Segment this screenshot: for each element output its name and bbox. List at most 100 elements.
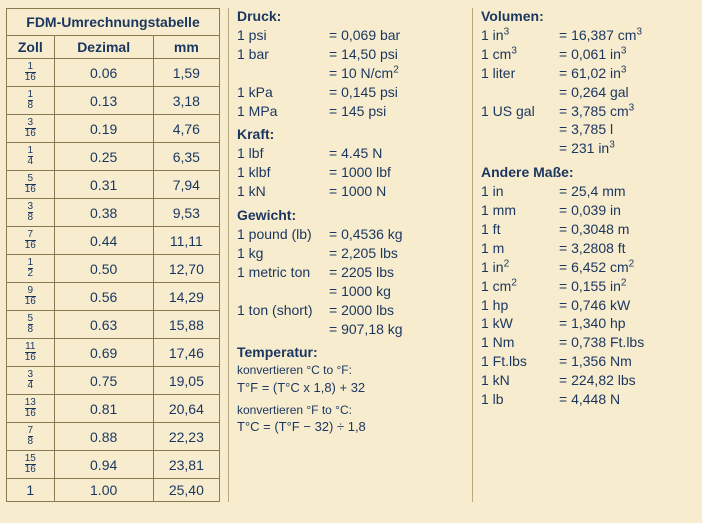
table-row: 3160.194,76 (7, 115, 220, 143)
conv-right: = 0,264 gal (559, 83, 694, 102)
table-row: 380.389,53 (7, 199, 220, 227)
conv-left: 1 MPa (237, 102, 329, 121)
temp-conv2-label: konvertieren °F to °C: (237, 402, 464, 418)
conv-right: = 2205 lbs (329, 263, 464, 282)
conv-right: = 61,02 in3 (559, 64, 694, 83)
cell-mm: 17,46 (153, 339, 219, 367)
conv-line: 1 lb= 4,448 N (481, 390, 694, 409)
cell-mm: 7,94 (153, 171, 219, 199)
cell-dezimal: 0.38 (54, 199, 153, 227)
conv-left: 1 kN (237, 182, 329, 201)
cell-zoll: 316 (7, 115, 55, 143)
conv-right: = 1000 kg (329, 282, 464, 301)
conv-line: 1 in3= 16,387 cm3 (481, 26, 694, 45)
conv-line: 1 ft= 0,3048 m (481, 220, 694, 239)
conv-right: = 907,18 kg (329, 320, 464, 339)
cell-dezimal: 0.31 (54, 171, 153, 199)
andere-title: Andere Maße: (481, 164, 694, 180)
conv-right: = 3,2808 ft (559, 239, 694, 258)
th-mm: mm (153, 36, 219, 59)
conv-right: = 0,155 in2 (559, 277, 694, 296)
cell-mm: 14,29 (153, 283, 219, 311)
cell-zoll: 516 (7, 171, 55, 199)
cell-mm: 20,64 (153, 395, 219, 423)
conv-line: 1 klbf= 1000 lbf (237, 163, 464, 182)
conv-right: = 2,205 lbs (329, 244, 464, 263)
kraft-title: Kraft: (237, 126, 464, 142)
conv-right: = 3,785 cm3 (559, 102, 694, 121)
conv-line: 1 Ft.lbs= 1,356 Nm (481, 352, 694, 371)
col-middle: Druck: 1 psi= 0,069 bar1 bar= 14,50 psi=… (228, 8, 472, 502)
conv-line: 1 lbf= 4.45 N (237, 144, 464, 163)
table-row: 9160.5614,29 (7, 283, 220, 311)
conv-right: = 0,738 Ft.lbs (559, 333, 694, 352)
table-row: 11160.6917,46 (7, 339, 220, 367)
table-row: 180.133,18 (7, 87, 220, 115)
conv-left: 1 mm (481, 201, 559, 220)
temp-title: Temperatur: (237, 344, 464, 360)
table-row: 13160.8120,64 (7, 395, 220, 423)
gewicht-title: Gewicht: (237, 207, 464, 223)
conv-right: = 0,746 kW (559, 296, 694, 315)
conv-line: 1 kPa= 0,145 psi (237, 83, 464, 102)
temp-conv1-formula: T°F = (T°C x 1,8) + 32 (237, 379, 464, 397)
cell-mm: 12,70 (153, 255, 219, 283)
conv-left: 1 pound (lb) (237, 225, 329, 244)
conv-line: = 0,264 gal (481, 83, 694, 102)
conv-right: = 1000 N (329, 182, 464, 201)
cell-dezimal: 0.56 (54, 283, 153, 311)
table-row: 580.6315,88 (7, 311, 220, 339)
conv-line: 1 cm3= 0,061 in3 (481, 45, 694, 64)
conv-right: = 4.45 N (329, 144, 464, 163)
conv-right: = 6,452 cm2 (559, 258, 694, 277)
table-row: 140.256,35 (7, 143, 220, 171)
druck-title: Druck: (237, 8, 464, 24)
conv-right: = 145 psi (329, 102, 464, 121)
conv-line: = 907,18 kg (237, 320, 464, 339)
table-row: 11.0025,40 (7, 479, 220, 502)
conv-left: 1 in3 (481, 26, 559, 45)
conv-left: 1 kW (481, 314, 559, 333)
conv-line: 1 US gal= 3,785 cm3 (481, 102, 694, 121)
table-row: 5160.317,94 (7, 171, 220, 199)
cell-zoll: 1116 (7, 339, 55, 367)
cell-mm: 3,18 (153, 87, 219, 115)
conv-line: 1 Nm= 0,738 Ft.lbs (481, 333, 694, 352)
table-row: 15160.9423,81 (7, 451, 220, 479)
conv-line: = 231 in3 (481, 139, 694, 158)
fdm-table: FDM-Umrechnungstabelle Zoll Dezimal mm 1… (6, 8, 220, 502)
cell-dezimal: 0.13 (54, 87, 153, 115)
cell-mm: 22,23 (153, 423, 219, 451)
page: FDM-Umrechnungstabelle Zoll Dezimal mm 1… (0, 0, 702, 510)
conv-left: 1 in2 (481, 258, 559, 277)
conv-line: 1 mm= 0,039 in (481, 201, 694, 220)
conv-line: 1 kN= 1000 N (237, 182, 464, 201)
conv-line: = 1000 kg (237, 282, 464, 301)
conv-left: 1 Nm (481, 333, 559, 352)
cell-dezimal: 0.06 (54, 59, 153, 87)
volumen-title: Volumen: (481, 8, 694, 24)
conv-left: 1 cm2 (481, 277, 559, 296)
conv-line: 1 cm2= 0,155 in2 (481, 277, 694, 296)
cell-zoll: 58 (7, 311, 55, 339)
conv-right: = 0,145 psi (329, 83, 464, 102)
table-row: 120.5012,70 (7, 255, 220, 283)
table-row: 1160.061,59 (7, 59, 220, 87)
conv-right: = 0,069 bar (329, 26, 464, 45)
conv-right: = 10 N/cm2 (329, 64, 464, 83)
conv-left: 1 lb (481, 390, 559, 409)
cell-dezimal: 0.69 (54, 339, 153, 367)
cell-dezimal: 0.81 (54, 395, 153, 423)
cell-mm: 25,40 (153, 479, 219, 502)
cell-dezimal: 0.75 (54, 367, 153, 395)
cell-dezimal: 0.50 (54, 255, 153, 283)
cell-zoll: 18 (7, 87, 55, 115)
conv-left: 1 klbf (237, 163, 329, 182)
conv-left: 1 kN (481, 371, 559, 390)
cell-dezimal: 0.25 (54, 143, 153, 171)
conv-line: = 10 N/cm2 (237, 64, 464, 83)
conv-line: 1 pound (lb)= 0,4536 kg (237, 225, 464, 244)
conv-left: 1 bar (237, 45, 329, 64)
cell-mm: 4,76 (153, 115, 219, 143)
conv-line: 1 hp= 0,746 kW (481, 296, 694, 315)
